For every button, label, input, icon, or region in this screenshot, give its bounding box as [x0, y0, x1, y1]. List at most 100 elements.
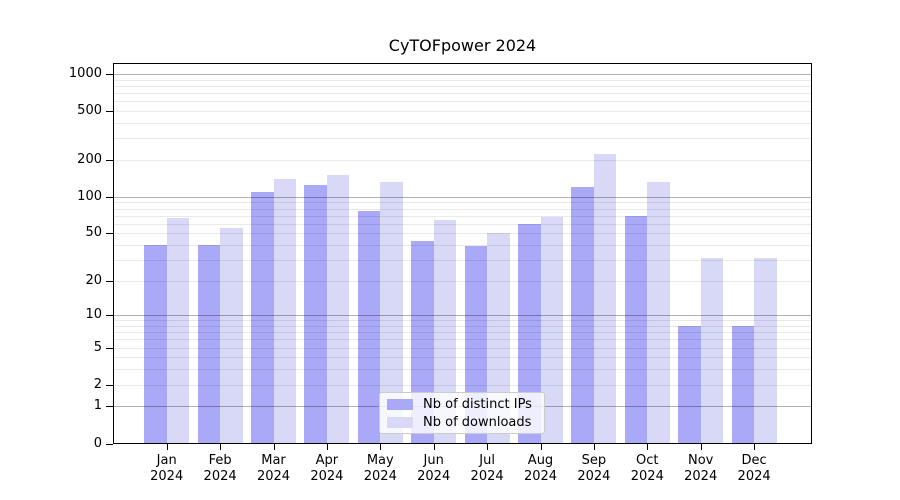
- gridline-minor: [113, 347, 812, 349]
- y-tick-label: 2: [93, 376, 102, 392]
- bar-downloads-jul: [487, 233, 510, 444]
- gridline-minor: [113, 93, 812, 95]
- x-tick-mark: [273, 444, 275, 450]
- x-tick-mark: [487, 444, 489, 450]
- x-tick-label: Sep 2024: [562, 453, 626, 485]
- bar-downloads-oct: [647, 181, 670, 444]
- gridline-minor: [113, 86, 812, 88]
- bar-ips-mar: [251, 191, 274, 444]
- bar-downloads-dec: [754, 258, 777, 444]
- x-tick-year: 2024: [363, 468, 397, 484]
- y-tick-label: 1: [93, 398, 102, 414]
- gridline-minor: [113, 369, 812, 371]
- x-tick-year: 2024: [150, 468, 184, 484]
- gridline-minor: [113, 101, 812, 103]
- gridline-minor: [113, 111, 812, 113]
- gridline-minor: [113, 280, 812, 282]
- gridline-minor: [113, 223, 812, 225]
- y-tick-label: 20: [85, 272, 102, 288]
- gridline-minor: [113, 233, 812, 235]
- bar-ips-jan: [144, 244, 167, 444]
- x-tick-mark: [593, 444, 595, 450]
- x-tick-mark: [326, 444, 328, 450]
- bar-downloads-aug: [540, 217, 563, 444]
- x-tick-label: Apr 2024: [295, 453, 359, 485]
- gridline-minor: [113, 259, 812, 261]
- y-tick-mark: [106, 443, 113, 445]
- bar-downloads-nov: [700, 258, 724, 444]
- y-tick-label: 200: [77, 151, 102, 167]
- y-tick-label: 0: [93, 435, 102, 451]
- x-tick-label: Jun 2024: [402, 453, 466, 485]
- gridline-minor: [113, 320, 812, 322]
- y-tick-label: 10: [85, 307, 102, 323]
- x-tick-year: 2024: [417, 468, 451, 484]
- bar-ips-feb: [197, 244, 221, 444]
- y-tick-mark: [106, 315, 113, 317]
- bar-ips-oct: [624, 215, 648, 444]
- x-tick-label: Dec 2024: [722, 453, 786, 485]
- bar-downloads-apr: [326, 174, 350, 444]
- x-tick-label: Oct 2024: [615, 453, 679, 485]
- x-tick-year: 2024: [630, 468, 664, 484]
- y-tick-mark: [106, 406, 113, 408]
- legend-label: Nb of distinct IPs: [423, 396, 532, 412]
- gridline-minor: [113, 123, 812, 125]
- gridline-minor: [113, 326, 812, 328]
- x-tick-mark: [433, 444, 435, 450]
- bar-ips-apr: [304, 184, 327, 444]
- gridline-minor: [113, 202, 812, 204]
- x-tick-mark: [380, 444, 382, 450]
- gridline-minor: [113, 332, 812, 334]
- x-tick-year: 2024: [737, 468, 771, 484]
- y-tick-mark: [106, 111, 113, 113]
- gridline-minor: [113, 159, 812, 161]
- y-tick-mark: [106, 347, 113, 349]
- gridline-major: [113, 196, 812, 198]
- gridline-minor: [113, 208, 812, 210]
- x-tick-year: 2024: [470, 468, 504, 484]
- bar-ips-aug: [518, 223, 541, 444]
- x-tick-label: Feb 2024: [188, 453, 252, 485]
- bar-downloads-feb: [220, 228, 243, 444]
- y-tick-label: 1000: [68, 66, 102, 82]
- bar-ips-dec: [731, 326, 755, 444]
- bar-ips-sep: [571, 187, 594, 444]
- gridline-minor: [113, 339, 812, 341]
- y-tick-mark: [106, 196, 113, 198]
- legend: Nb of distinct IPs Nb of downloads: [379, 392, 545, 434]
- x-tick-mark: [166, 444, 168, 450]
- bar-ips-may: [357, 210, 381, 444]
- y-tick-mark: [106, 74, 113, 76]
- bar-downloads-jun: [433, 219, 457, 444]
- legend-item-downloads: Nb of downloads: [387, 415, 544, 430]
- y-tick-mark: [106, 233, 113, 235]
- y-tick-mark: [106, 159, 113, 161]
- x-tick-label: May 2024: [348, 453, 412, 485]
- x-tick-label: Jan 2024: [135, 453, 199, 485]
- y-tick-label: 100: [77, 188, 102, 204]
- x-tick-mark: [220, 444, 222, 450]
- x-tick-mark: [700, 444, 702, 450]
- x-tick-year: 2024: [577, 468, 611, 484]
- x-tick-mark: [754, 444, 756, 450]
- downloads-swatch: [387, 416, 413, 428]
- x-tick-mark: [540, 444, 542, 450]
- gridline-minor: [113, 79, 812, 81]
- x-tick-label: Jul 2024: [455, 453, 519, 485]
- y-tick-label: 5: [93, 339, 102, 355]
- x-tick-year: 2024: [256, 468, 291, 484]
- bar-downloads-sep: [593, 153, 617, 444]
- distinct-ips-swatch: [387, 398, 413, 410]
- bar-downloads-may: [380, 181, 403, 444]
- gridline-minor: [113, 384, 812, 386]
- gridline-minor: [113, 138, 812, 140]
- bar-downloads-jan: [166, 217, 190, 444]
- gridline-minor: [113, 357, 812, 359]
- x-tick-label: Aug 2024: [509, 453, 573, 485]
- x-tick-year: 2024: [310, 468, 344, 484]
- y-tick-label: 500: [77, 103, 102, 119]
- gridline-major: [113, 74, 812, 76]
- legend-label: Nb of downloads: [423, 414, 532, 430]
- bar-downloads-mar: [273, 178, 296, 444]
